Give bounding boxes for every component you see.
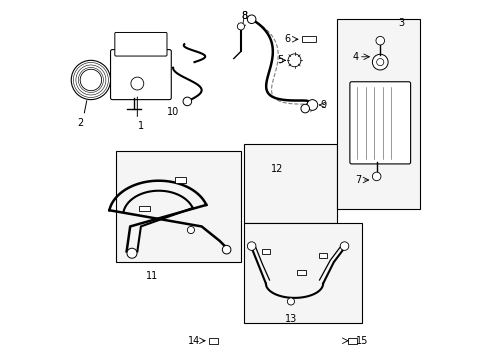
Text: 15: 15 [355,336,368,346]
Bar [318,252,326,257]
Circle shape [375,36,384,45]
Circle shape [71,60,110,100]
Text: 2: 2 [77,118,83,128]
Text: 4: 4 [351,52,358,62]
Text: 5: 5 [277,55,283,65]
FancyBboxPatch shape [110,50,171,100]
Text: 1: 1 [138,121,143,131]
Text: 3: 3 [398,18,404,28]
Circle shape [287,54,300,67]
Text: 8: 8 [241,11,247,21]
Circle shape [247,242,255,250]
Circle shape [222,246,230,254]
Text: 11: 11 [145,271,158,282]
Bar [116,152,241,262]
Text: 9: 9 [319,100,325,110]
Circle shape [131,77,143,90]
Bar [347,338,356,344]
Text: 8: 8 [241,11,247,21]
Bar [175,177,185,183]
FancyBboxPatch shape [349,82,410,164]
Text: 14: 14 [188,336,200,346]
Bar [139,206,149,211]
Text: 10: 10 [166,107,179,117]
Circle shape [247,15,255,23]
Text: 6: 6 [284,33,290,44]
Circle shape [376,59,383,66]
Circle shape [187,226,194,234]
Bar [244,223,362,323]
Circle shape [237,23,244,30]
Circle shape [340,242,348,250]
Bar [261,249,270,254]
Text: 12: 12 [270,164,282,174]
Bar [337,19,419,208]
Circle shape [300,104,309,113]
Text: 13: 13 [284,314,296,324]
Bar [301,36,315,42]
Circle shape [287,298,294,305]
Circle shape [306,100,317,111]
Circle shape [183,97,191,106]
Circle shape [372,172,380,181]
Circle shape [372,54,387,70]
Bar [244,144,337,223]
FancyBboxPatch shape [115,32,166,56]
Bar [297,270,305,275]
Circle shape [127,248,137,258]
Text: 7: 7 [355,175,361,185]
Bar [208,338,217,344]
Circle shape [80,69,102,91]
